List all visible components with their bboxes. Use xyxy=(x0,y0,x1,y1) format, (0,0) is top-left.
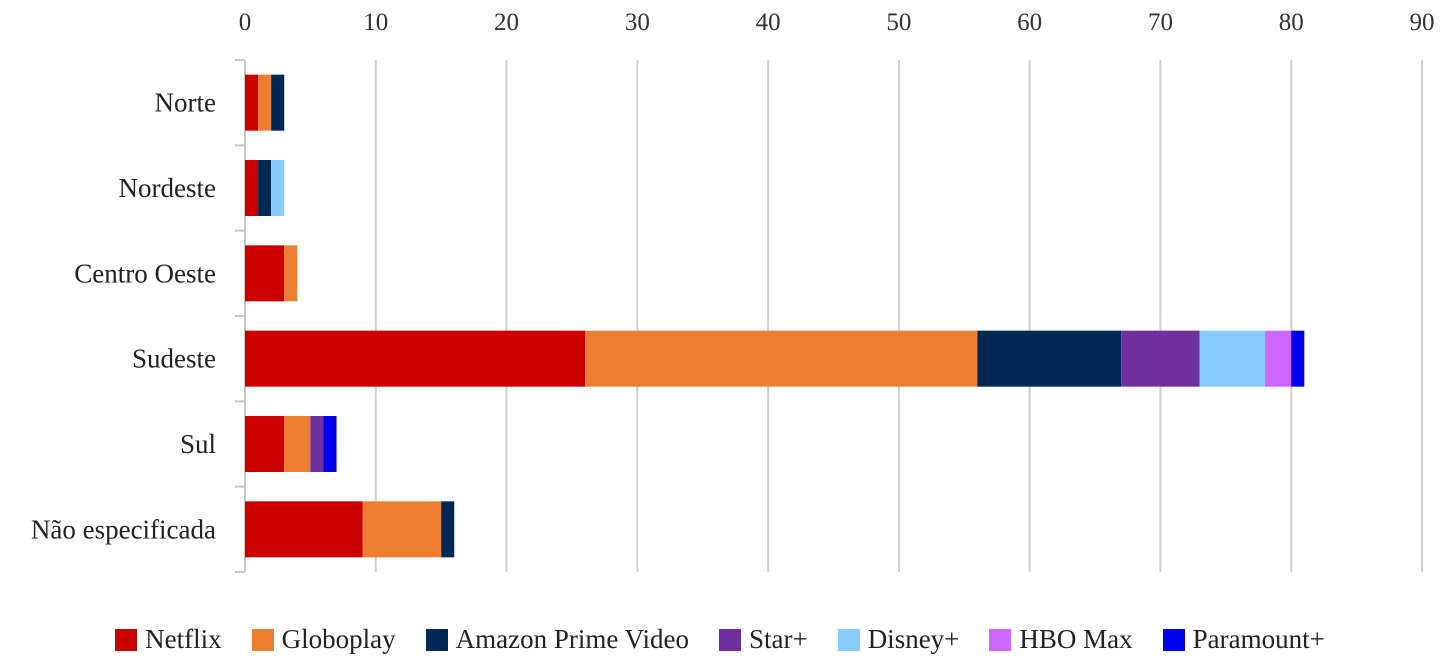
category-label: Não especificada xyxy=(31,514,216,544)
bar-segment-hbo-max xyxy=(1265,330,1292,387)
bar-segment-globoplay xyxy=(362,501,442,558)
bar-segment-star- xyxy=(310,416,324,472)
x-tick-label: 20 xyxy=(494,9,519,36)
x-tick-label: 90 xyxy=(1410,9,1435,36)
x-tick-label: 40 xyxy=(756,9,781,36)
bar-segment-netflix xyxy=(245,330,586,387)
bar-segment-amazon-prime-video xyxy=(258,160,272,216)
legend-label: Paramount+ xyxy=(1192,624,1325,654)
x-tick-label: 80 xyxy=(1279,9,1304,36)
bar-segment-globoplay xyxy=(585,330,978,387)
legend-label: Globoplay xyxy=(281,624,396,654)
legend-label: HBO Max xyxy=(1019,624,1133,654)
legend-label: Netflix xyxy=(145,624,222,654)
category-label: Sul xyxy=(180,429,216,459)
legend-item: Amazon Prime Video xyxy=(425,624,689,655)
bar-segment-netflix xyxy=(245,416,285,472)
x-tick-label: 0 xyxy=(239,9,252,36)
bar-segment-amazon-prime-video xyxy=(441,501,455,558)
x-tick-label: 50 xyxy=(886,9,911,36)
x-tick-label: 10 xyxy=(363,9,388,36)
category-label: Centro Oeste xyxy=(74,258,216,288)
bar-segment-amazon-prime-video xyxy=(977,330,1122,387)
bar-segment-star- xyxy=(1121,330,1200,387)
bar-segment-globoplay xyxy=(284,245,298,302)
legend-swatch xyxy=(989,628,1012,651)
legend-label: Disney+ xyxy=(867,624,960,654)
bar-segment-amazon-prime-video xyxy=(271,74,285,131)
legend-label: Amazon Prime Video xyxy=(455,624,689,654)
x-tick-label: 70 xyxy=(1148,9,1173,36)
legend-item: Globoplay xyxy=(251,624,396,655)
legend-swatch xyxy=(718,628,741,651)
bar-segment-disney- xyxy=(271,160,285,216)
bar-segment-disney- xyxy=(1199,330,1266,387)
legend-swatch xyxy=(251,628,274,651)
legend-item: HBO Max xyxy=(989,624,1133,655)
legend-swatch xyxy=(837,628,860,651)
legend-label: Star+ xyxy=(748,624,808,654)
x-tick-label: 30 xyxy=(625,9,650,36)
category-label: Sudeste xyxy=(132,344,216,374)
legend-item: Disney+ xyxy=(837,624,960,655)
legend-swatch xyxy=(115,628,138,651)
bar-segment-netflix xyxy=(245,501,363,558)
legend-swatch xyxy=(425,628,448,651)
bar-segment-paramount- xyxy=(1291,330,1305,387)
bar-segment-globoplay xyxy=(258,74,272,131)
category-label: Nordeste xyxy=(119,173,216,203)
stacked-bar-chart: 0 10 20 30 40 50 60 70 80 90 Norte Nordeste Centro O… xyxy=(31,9,1435,573)
legend-swatch xyxy=(1162,628,1185,651)
legend-item: Paramount+ xyxy=(1162,624,1325,655)
bar-segment-netflix xyxy=(245,74,259,131)
category-label: Norte xyxy=(155,88,216,118)
bar-segment-netflix xyxy=(245,160,259,216)
x-tick-label: 60 xyxy=(1017,9,1042,36)
legend: Netflix Globoplay Amazon Prime Video Star+ D… xyxy=(0,624,1440,655)
bar-segment-paramount- xyxy=(323,416,337,472)
bar-segment-globoplay xyxy=(284,416,311,472)
legend-item: Star+ xyxy=(718,624,808,655)
bar-segment-netflix xyxy=(245,245,285,302)
legend-item: Netflix xyxy=(115,624,222,655)
